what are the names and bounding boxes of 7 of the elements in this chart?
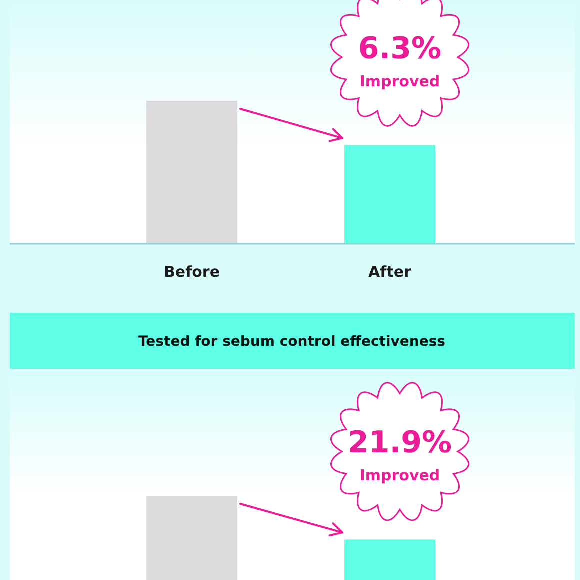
text: Improved (360, 466, 440, 485)
text: 6.3% (358, 31, 442, 66)
chart-title: Tested for sebum control effectiveness (138, 334, 446, 350)
text: Improved (360, 72, 440, 90)
x-tick-label: After (368, 263, 412, 281)
text: 21.9% (348, 426, 452, 461)
x-tick-label: Before (164, 263, 220, 281)
